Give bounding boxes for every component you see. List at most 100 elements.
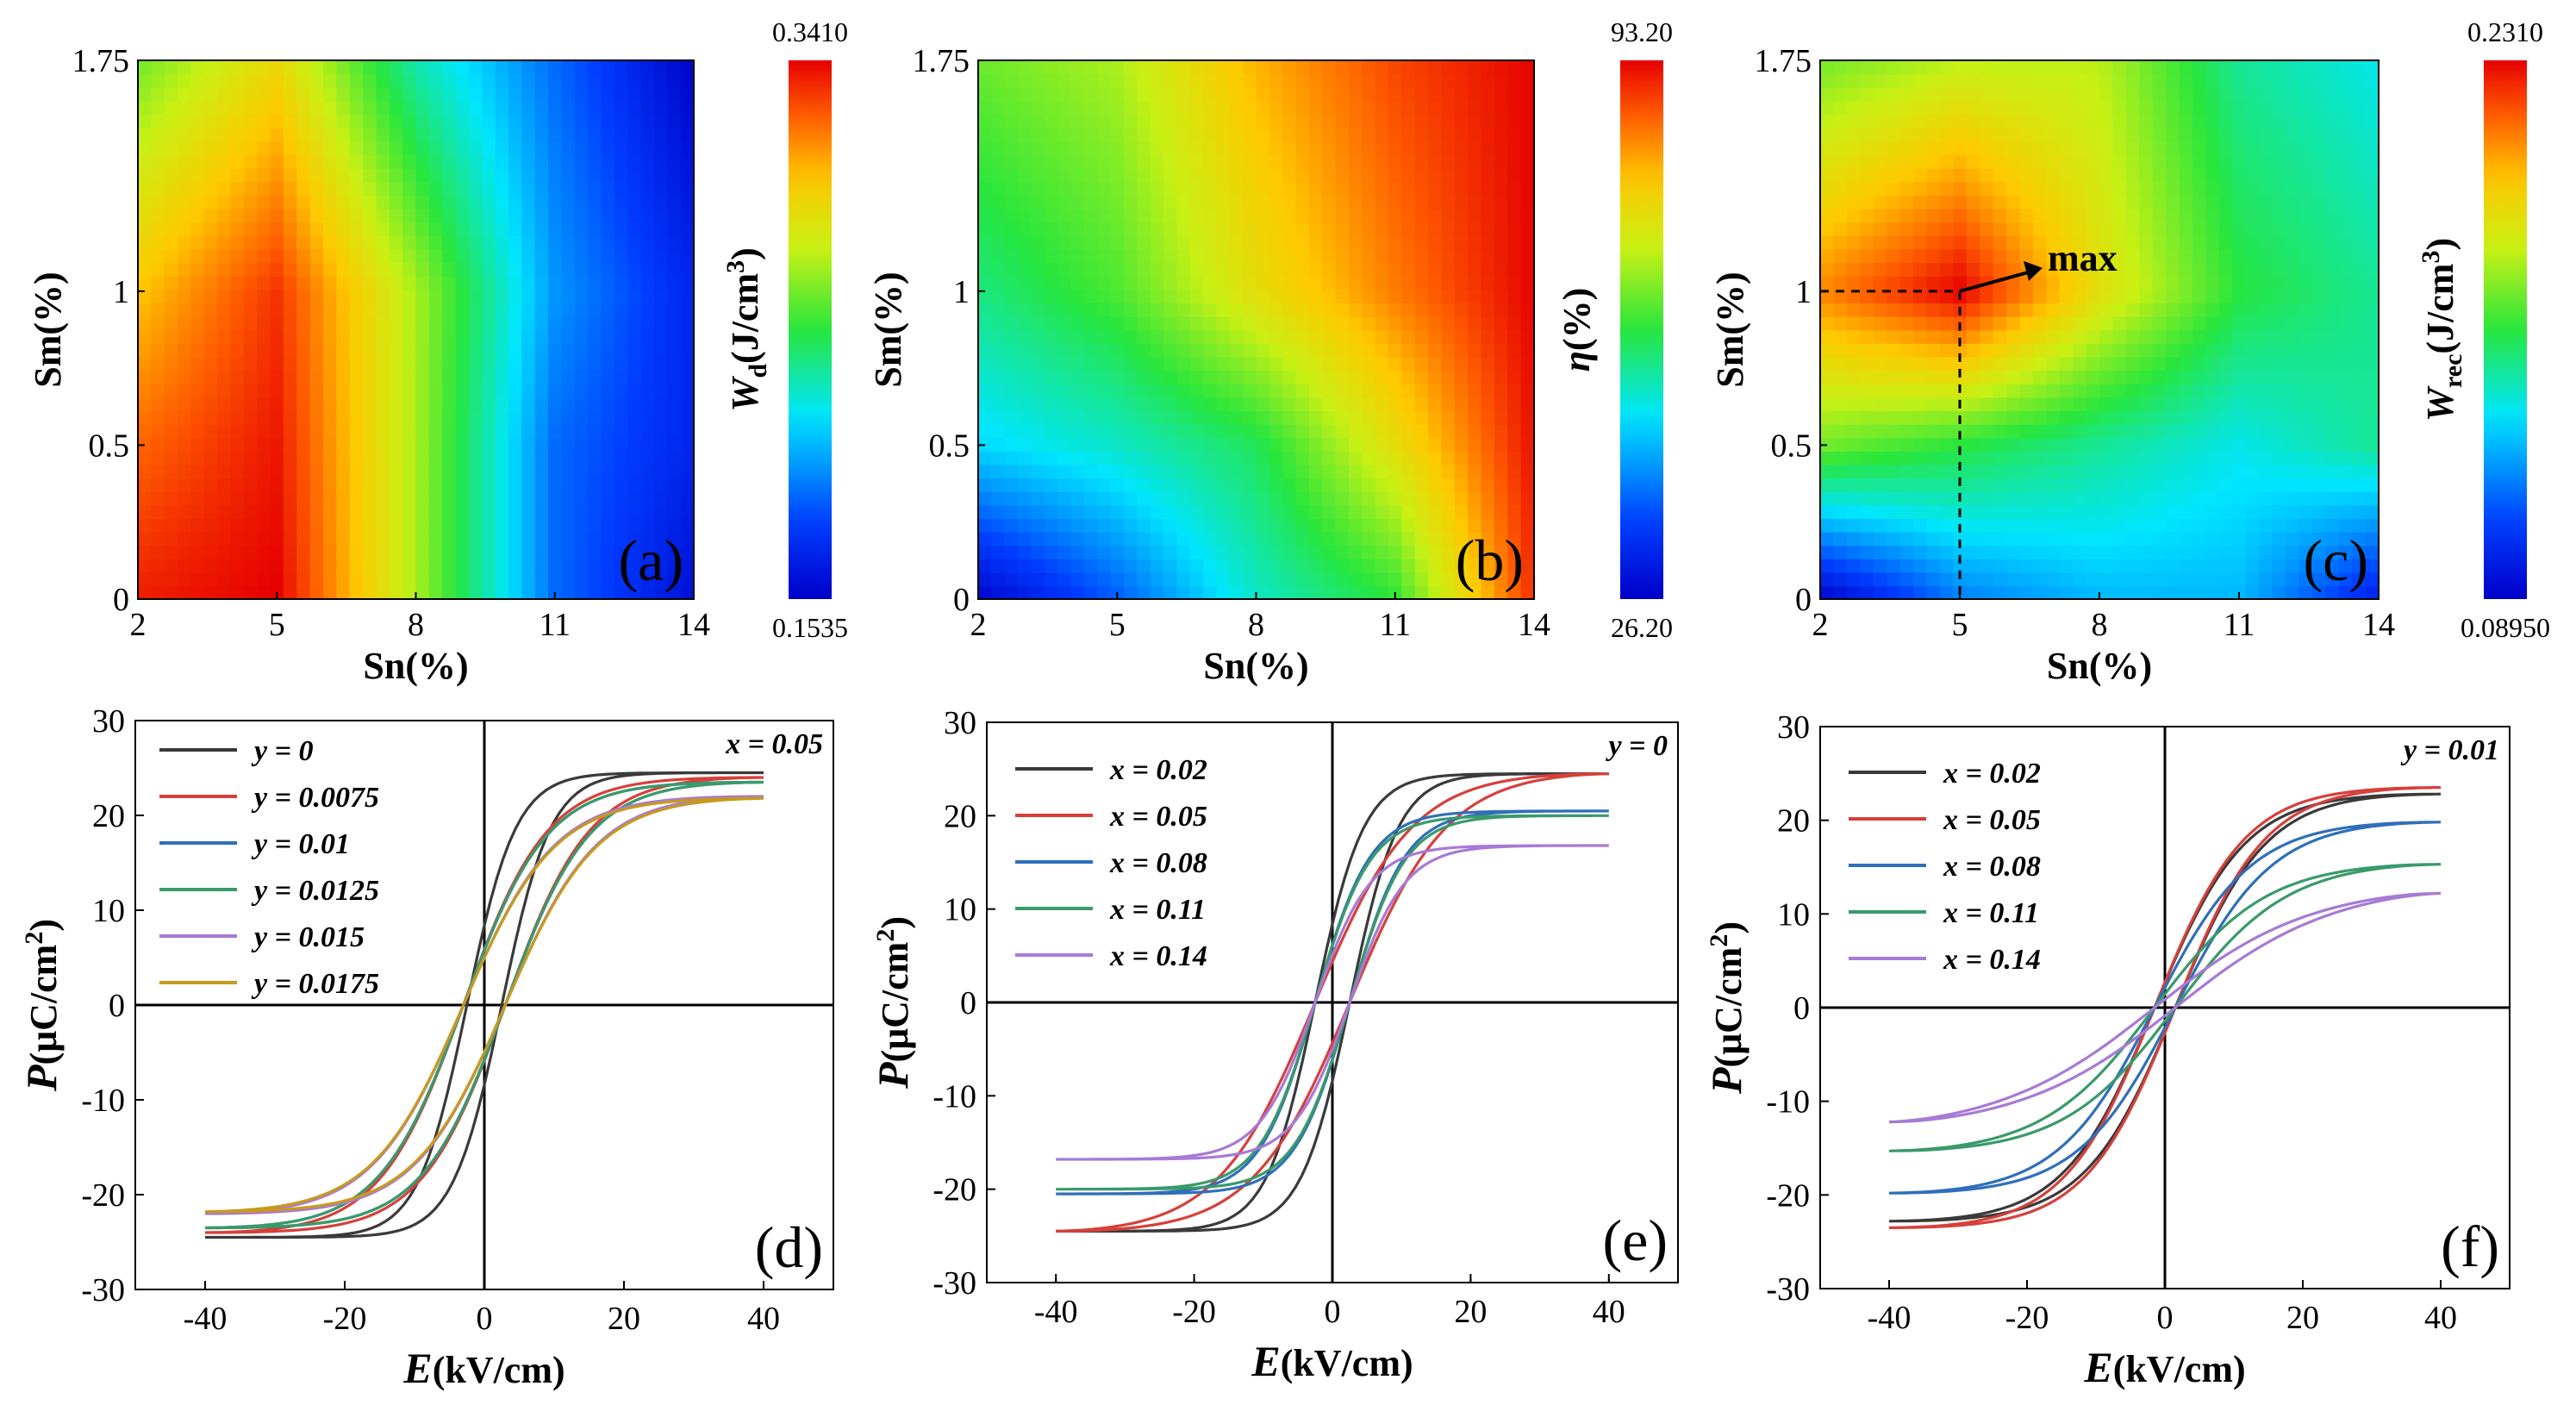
heatmap-cell [402, 384, 417, 398]
heatmap-cell [482, 396, 496, 412]
heatmap-cell [2338, 356, 2353, 371]
heatmap-cell [1083, 195, 1099, 209]
heatmap-cell [2073, 504, 2087, 520]
heatmap-cell [2166, 329, 2180, 344]
heatmap-cell [2032, 478, 2048, 492]
heatmap-cell [1873, 262, 1887, 277]
heatmap-cell [336, 114, 351, 128]
heatmap-cell [2259, 559, 2273, 573]
heatmap-cell [1846, 410, 1862, 425]
heatmap-cell [601, 451, 615, 465]
heatmap-cell [363, 464, 377, 479]
heatmap-cell [2286, 545, 2300, 559]
heatmap-cell [1926, 87, 1941, 102]
heatmap-cell [1176, 343, 1191, 358]
heatmap-cell [164, 87, 178, 102]
heatmap-cell [2019, 73, 2034, 89]
heatmap-cell [455, 114, 470, 128]
heatmap-cell [1388, 181, 1403, 197]
x-tick-label: 8 [408, 607, 424, 643]
heatmap-cell [1243, 114, 1257, 128]
heatmap-cell [2046, 478, 2061, 492]
heatmap-cell [323, 181, 338, 197]
heatmap-cell [1282, 329, 1297, 344]
heatmap-cell [2311, 248, 2327, 264]
heatmap-cell [561, 585, 576, 600]
heatmap-cell [2125, 518, 2141, 533]
heatmap-cell [991, 410, 1006, 425]
heatmap-cell [2298, 410, 2313, 425]
heatmap-cell [640, 315, 655, 331]
heatmap-cell [389, 248, 403, 264]
heatmap-cell [2152, 87, 2167, 102]
heatmap-cell [1335, 329, 1350, 344]
heatmap-cell [521, 329, 536, 344]
heatmap-cell [190, 571, 205, 587]
heatmap-cell [151, 208, 165, 223]
heatmap-cell [2286, 571, 2300, 587]
heatmap-cell [349, 154, 364, 169]
heatmap-cell [1203, 571, 1218, 587]
heatmap-cell [2046, 114, 2061, 128]
heatmap-cell [1031, 276, 1045, 290]
heatmap-cell [2019, 356, 2034, 371]
heatmap-cell [1939, 571, 1955, 587]
heatmap-cell [270, 262, 284, 277]
heatmap-cell [1833, 343, 1848, 358]
heatmap-cell [2112, 370, 2127, 384]
heatmap-cell [574, 114, 589, 128]
heatmap-cell [1335, 343, 1350, 358]
heatmap-cell [1441, 222, 1456, 236]
heatmap-cell [1070, 384, 1085, 398]
heatmap-cell [1980, 168, 1994, 183]
heatmap-cell [1322, 168, 1337, 183]
heatmap-cell [309, 478, 324, 492]
heatmap-cell [1004, 248, 1019, 264]
heatmap-cell [640, 464, 655, 479]
heatmap-cell [336, 87, 351, 102]
heatmap-cell [1137, 222, 1151, 236]
heatmap-cell [667, 100, 682, 116]
heatmap-cell [2218, 410, 2234, 425]
heatmap-cell [680, 585, 695, 600]
heatmap-cell [521, 154, 536, 169]
heatmap-cell [1887, 343, 1901, 358]
heatmap-cell [164, 303, 178, 317]
heatmap-cell [1481, 464, 1495, 479]
heatmap-cell [627, 248, 642, 264]
heatmap-cell [1137, 208, 1151, 223]
heatmap-cell [2006, 276, 2021, 290]
heatmap-cell [164, 329, 178, 344]
heatmap-cell [376, 222, 390, 236]
heatmap-cell [389, 531, 403, 546]
heatmap-cell [323, 491, 338, 506]
heatmap-cell [1150, 100, 1164, 116]
heatmap-cell [1044, 128, 1058, 142]
heatmap-cell [521, 140, 536, 156]
heatmap-cell [296, 531, 311, 546]
heatmap-cell [1189, 303, 1204, 317]
heatmap-cell [680, 100, 695, 116]
heatmap-cell [1953, 181, 1968, 197]
heatmap-cell [2218, 181, 2234, 197]
heatmap-cell [349, 235, 364, 250]
heatmap-cell [653, 248, 669, 264]
heatmap-cell [1507, 60, 1522, 75]
heatmap-cell [2032, 356, 2048, 371]
heatmap-cell [1269, 222, 1284, 236]
heatmap-cell [1362, 559, 1376, 573]
heatmap-cell [1899, 235, 1914, 250]
heatmap-cell [2086, 504, 2100, 520]
heatmap-cell [1468, 128, 1482, 142]
heatmap-cell [548, 504, 563, 520]
heatmap-cell [1507, 222, 1522, 236]
heatmap-cell [442, 195, 457, 209]
heatmap-cell [2218, 168, 2234, 183]
heatmap-cell [1203, 585, 1218, 600]
heatmap-cell [1057, 60, 1072, 75]
heatmap-cell [1203, 248, 1218, 264]
heatmap-cell [2179, 222, 2193, 236]
heatmap-cell [2325, 585, 2340, 600]
heatmap-cell [1322, 73, 1337, 89]
heatmap-cell [2099, 128, 2114, 142]
